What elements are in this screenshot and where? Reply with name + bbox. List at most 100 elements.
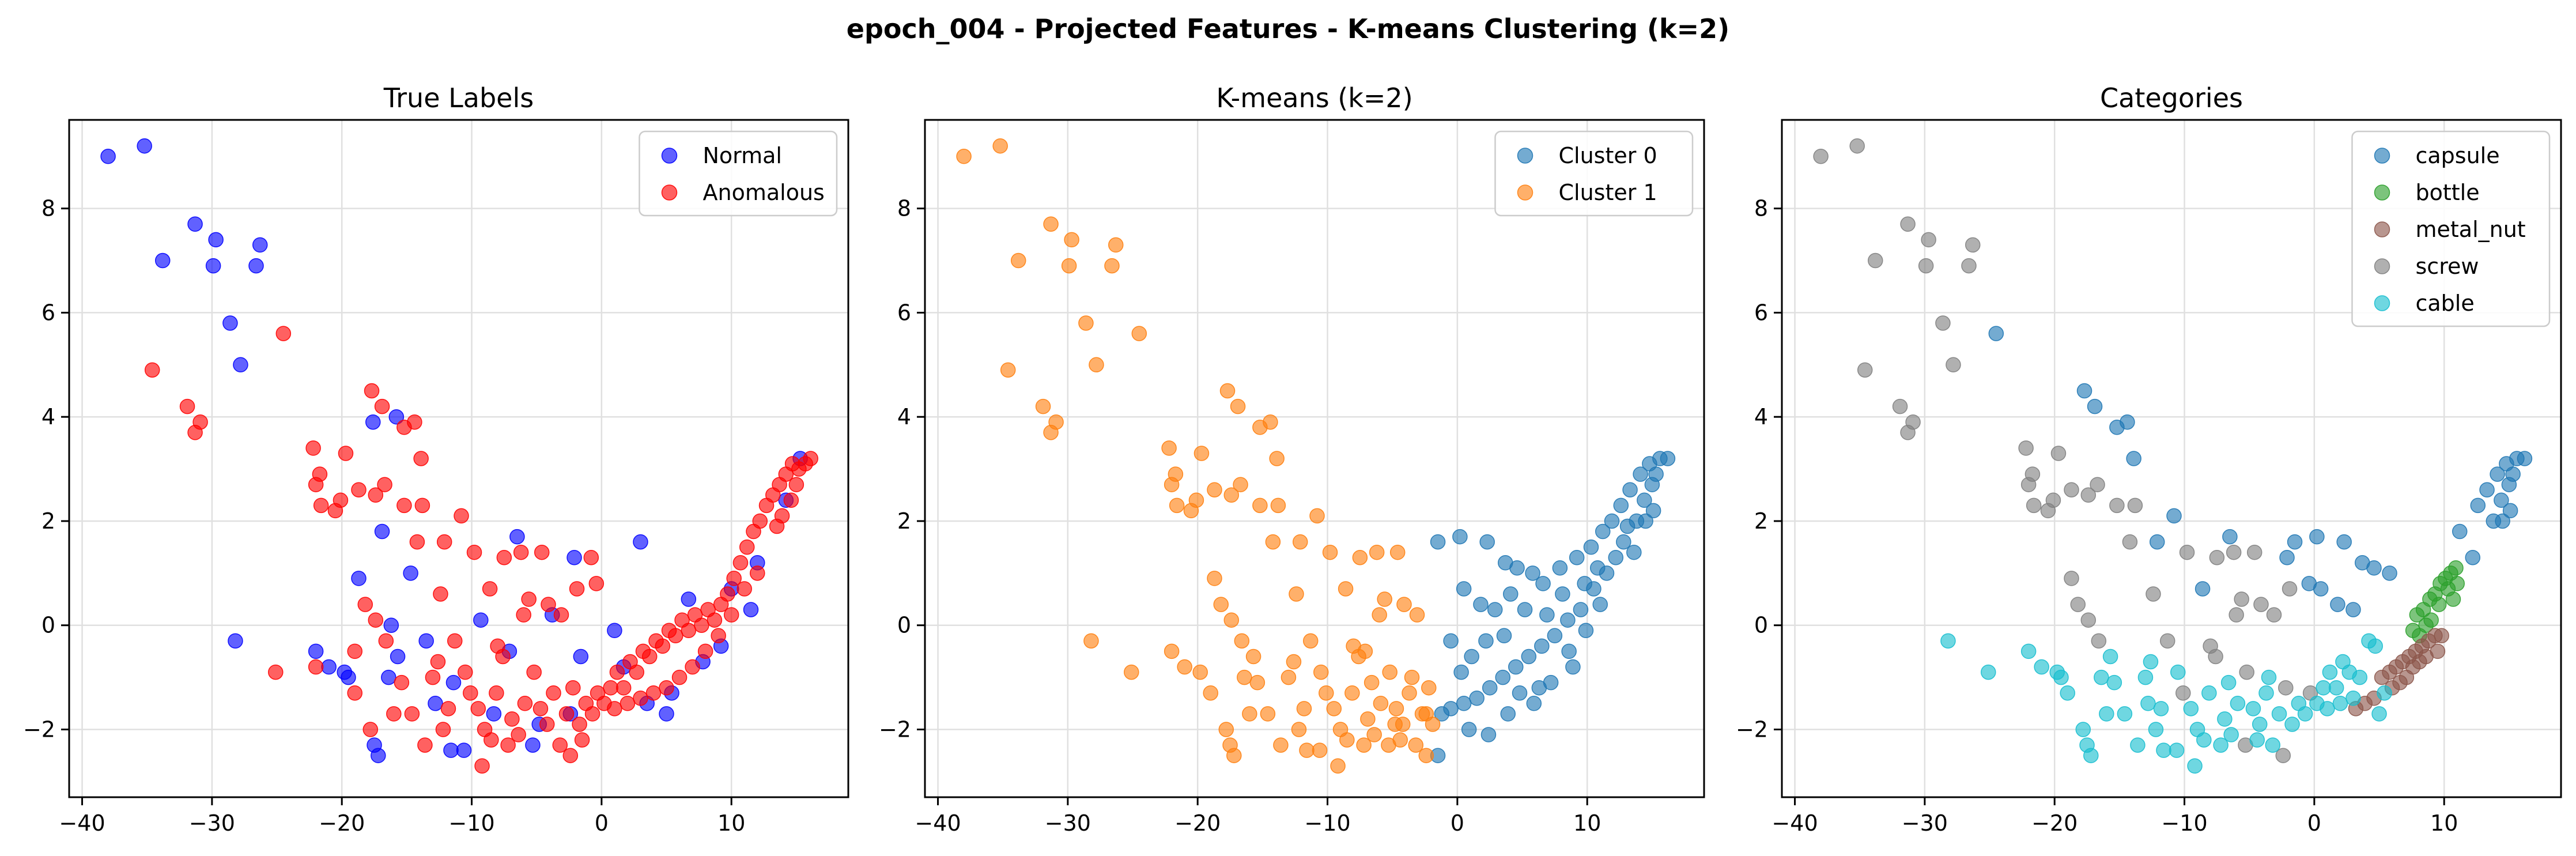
data-point xyxy=(552,737,568,753)
data-point xyxy=(1242,706,1257,722)
data-point xyxy=(1456,581,1472,597)
data-point xyxy=(1531,680,1547,696)
data-point xyxy=(1900,425,1916,440)
data-point xyxy=(1626,544,1642,560)
data-point xyxy=(615,680,632,696)
data-point xyxy=(474,758,490,774)
data-point xyxy=(407,414,422,430)
data-point xyxy=(769,518,785,534)
data-point xyxy=(1509,560,1525,576)
data-point xyxy=(2328,680,2344,696)
data-point xyxy=(2020,643,2037,659)
panel-categories: Categories −40 −30 −20 −10 0 10−202468capsule… xyxy=(1736,82,2562,836)
x-tick-label: 10 xyxy=(717,810,745,836)
data-point xyxy=(473,612,489,628)
data-point xyxy=(2352,669,2367,685)
data-point xyxy=(1382,664,1397,680)
y-tick-label: 2 xyxy=(897,508,911,534)
data-point xyxy=(248,258,264,274)
data-point xyxy=(516,607,531,623)
data-point xyxy=(2149,534,2165,550)
data-point xyxy=(443,742,459,758)
legend-label: Cluster 0 xyxy=(1559,143,1657,168)
data-point xyxy=(2064,571,2079,586)
data-point xyxy=(2099,706,2114,722)
y-tick-label: 8 xyxy=(897,196,911,221)
y-tick-label: 2 xyxy=(1754,508,1768,534)
data-point xyxy=(2075,722,2091,737)
data-point xyxy=(1434,706,1450,722)
data-point xyxy=(435,722,451,737)
data-point xyxy=(390,648,406,665)
data-point xyxy=(275,326,292,341)
data-point xyxy=(553,607,569,623)
data-point xyxy=(2117,706,2133,722)
data-point xyxy=(2020,477,2037,492)
data-point xyxy=(2371,706,2387,722)
data-point xyxy=(2434,628,2449,644)
data-point xyxy=(2034,659,2049,675)
legend-marker xyxy=(2374,148,2390,164)
data-point xyxy=(2045,492,2061,508)
data-point xyxy=(413,451,429,466)
data-point xyxy=(466,544,482,560)
x-tick-label: −20 xyxy=(2031,810,2078,836)
data-point xyxy=(428,696,443,711)
data-point xyxy=(2090,477,2105,492)
y-tick-label: 0 xyxy=(41,613,55,638)
x-tick-label: 10 xyxy=(1573,810,1601,836)
x-tick-label: −20 xyxy=(319,810,365,836)
data-point xyxy=(1539,607,1555,623)
data-point xyxy=(2252,717,2268,732)
data-point xyxy=(1534,638,1550,654)
data-point xyxy=(1813,149,1829,164)
data-point xyxy=(425,669,441,685)
data-point xyxy=(484,732,499,748)
data-point xyxy=(588,576,605,591)
data-point xyxy=(2166,508,2182,524)
data-point xyxy=(1265,534,1281,550)
legend: Cluster 0 Cluster 1 xyxy=(1494,130,1694,217)
data-point xyxy=(629,664,644,680)
data-point xyxy=(2226,544,2242,560)
panel-kmeans: K-means (k=2) −40 −30 −20 −10 0 10−202468Clus… xyxy=(879,82,1705,836)
data-point xyxy=(1633,466,1648,482)
data-point xyxy=(1461,722,1477,737)
data-point xyxy=(2330,597,2345,612)
data-point xyxy=(205,258,221,274)
data-point xyxy=(2322,664,2338,680)
data-point xyxy=(2083,748,2099,763)
data-point xyxy=(1366,727,1382,742)
data-point xyxy=(1313,664,1329,680)
data-point xyxy=(2070,597,2086,612)
data-point xyxy=(368,487,384,503)
data-point xyxy=(532,701,549,717)
x-tick-label: −20 xyxy=(1174,810,1221,836)
data-point xyxy=(726,571,742,586)
data-point xyxy=(1219,383,1236,399)
x-tick-label: 0 xyxy=(595,810,609,836)
data-point xyxy=(1352,549,1368,565)
legend-marker xyxy=(661,148,678,164)
y-tick-label: 4 xyxy=(41,404,55,429)
data-point xyxy=(1286,654,1302,670)
legend: Normal Anomalous xyxy=(639,130,838,217)
data-point xyxy=(2449,576,2465,591)
data-point xyxy=(1508,659,1524,675)
data-point xyxy=(2126,451,2141,466)
data-point xyxy=(313,497,329,514)
data-point xyxy=(681,591,697,607)
data-point xyxy=(2316,680,2331,696)
data-point xyxy=(2175,685,2191,701)
data-point xyxy=(1245,648,1261,665)
data-point xyxy=(752,513,768,529)
data-point xyxy=(1500,706,1516,722)
data-point xyxy=(2431,597,2447,612)
y-tick-label: 0 xyxy=(1754,613,1768,638)
data-point xyxy=(1281,669,1297,685)
legend-marker xyxy=(1517,148,1533,164)
x-tick-label: −40 xyxy=(59,810,105,836)
data-point xyxy=(2265,737,2281,753)
